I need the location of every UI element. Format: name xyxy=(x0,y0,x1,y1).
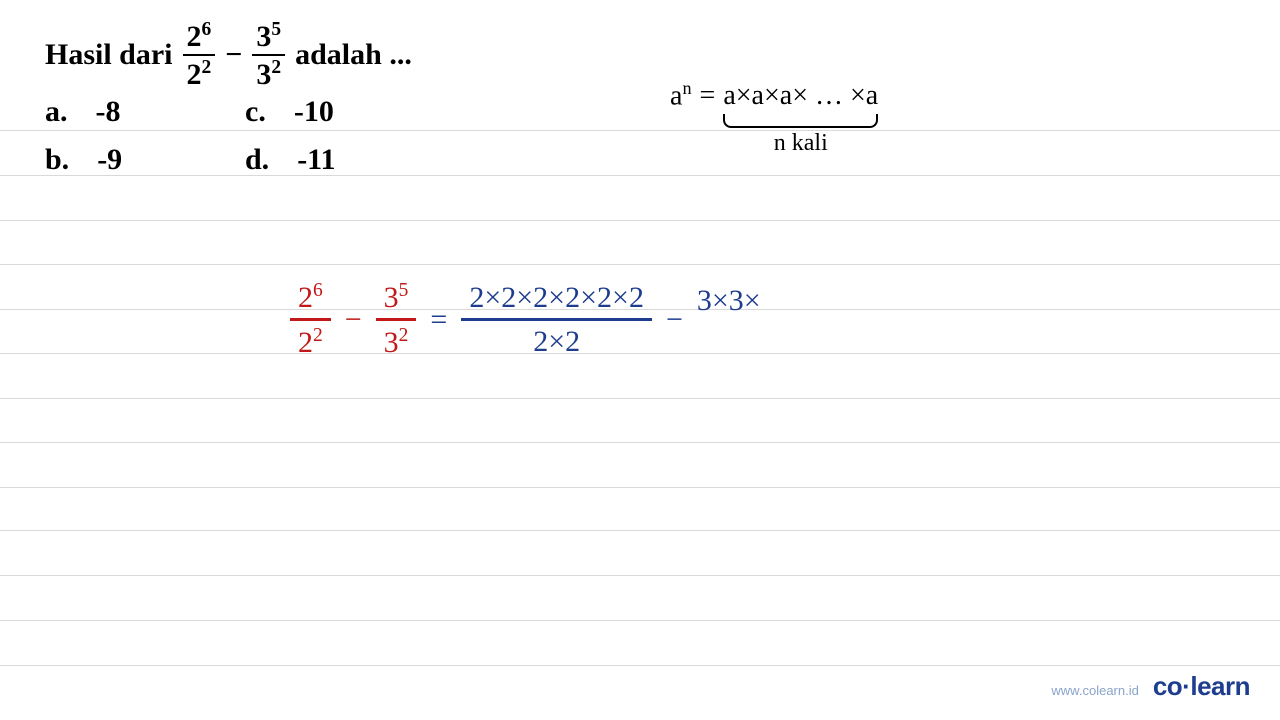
work-eq: = xyxy=(430,303,447,337)
option-d: d. -11 xyxy=(245,143,445,177)
handwritten-work: 26 22 − 35 32 = 2×2×2×2×2×2 2×2 − 3×3× xyxy=(290,280,761,359)
work-minus-2: − xyxy=(666,303,683,337)
work-frac-expanded: 2×2×2×2×2×2 2×2 xyxy=(461,281,652,358)
question-text: Hasil dari 26 22 − 35 32 adalah ... xyxy=(45,20,412,90)
footer-brand: co·learn xyxy=(1153,671,1250,702)
formula-lhs: an xyxy=(670,78,692,112)
work-frac-1: 26 22 xyxy=(290,280,331,359)
options-grid: a. -8 c. -10 b. -9 d. -11 xyxy=(45,95,445,177)
formula-rhs-group: a×a×a× … ×a n kali xyxy=(723,80,878,157)
question-frac-2: 35 32 xyxy=(252,20,285,90)
formula-sub: n kali xyxy=(774,130,828,157)
footer: www.colearn.id co·learn xyxy=(1051,671,1250,702)
work-trailing: 3×3× xyxy=(697,284,761,318)
option-a: a. -8 xyxy=(45,95,245,129)
question-suffix: adalah ... xyxy=(295,38,412,72)
work-minus-1: − xyxy=(345,303,362,337)
option-b: b. -9 xyxy=(45,143,245,177)
question-frac-1: 26 22 xyxy=(183,20,216,90)
formula-rhs: a×a×a× … ×a xyxy=(723,80,878,112)
option-c: c. -10 xyxy=(245,95,445,129)
exponent-formula-note: an = a×a×a× … ×a n kali xyxy=(670,78,878,157)
work-frac-2: 35 32 xyxy=(376,280,417,359)
underbrace-icon xyxy=(723,114,878,128)
footer-url: www.colearn.id xyxy=(1051,683,1138,698)
question-prefix: Hasil dari xyxy=(45,38,173,72)
question-op: − xyxy=(225,38,242,72)
